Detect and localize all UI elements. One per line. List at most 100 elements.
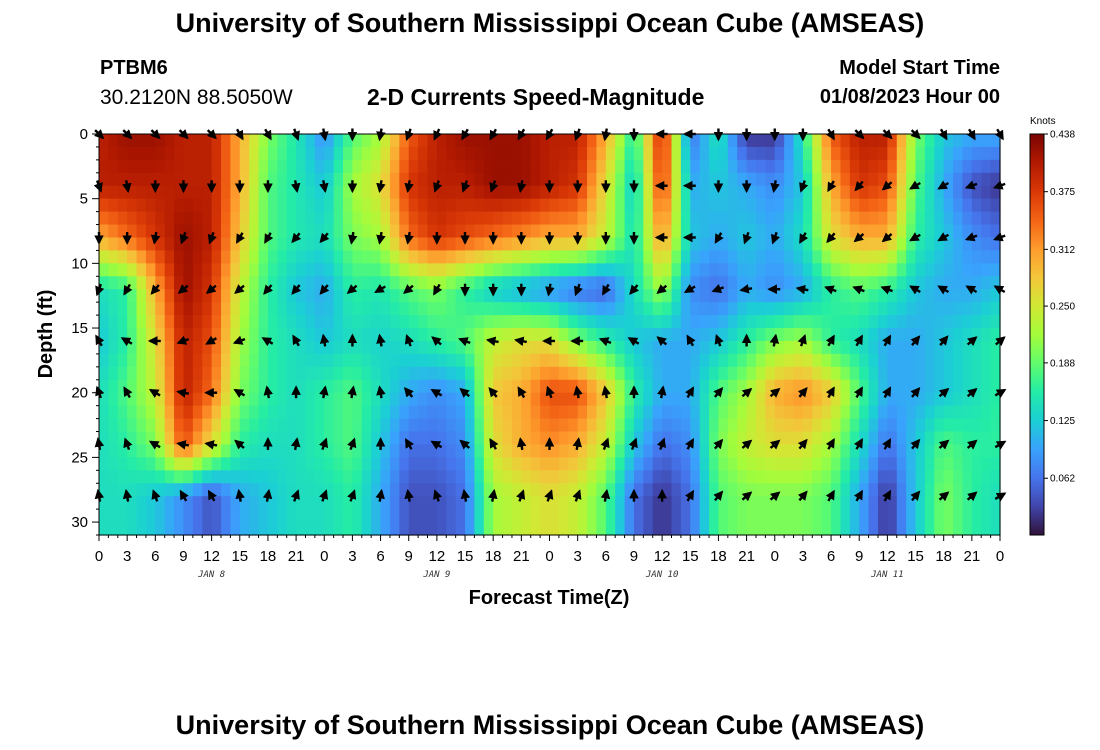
heatmap-cell xyxy=(943,522,954,536)
heatmap-cell xyxy=(934,418,945,433)
heatmap-cell xyxy=(99,418,109,433)
heatmap-cell xyxy=(990,509,1001,523)
heatmap-cell xyxy=(605,185,616,200)
heatmap-cell xyxy=(324,522,335,536)
heatmap-cell xyxy=(680,289,691,303)
heatmap-cell xyxy=(558,198,569,213)
heatmap-cell xyxy=(943,509,954,523)
heatmap-cell xyxy=(155,431,166,446)
heatmap-cell xyxy=(690,289,701,303)
heatmap-cell xyxy=(455,444,466,458)
heatmap-cell xyxy=(174,224,185,239)
heatmap-cell xyxy=(127,431,138,446)
heatmap-cell xyxy=(915,444,926,458)
heatmap-cell xyxy=(277,496,288,510)
heatmap-cell xyxy=(455,211,466,226)
heatmap-cell xyxy=(305,134,316,148)
current-vector-arrow xyxy=(489,438,499,450)
heatmap-cell xyxy=(709,146,720,161)
heatmap-cell xyxy=(821,431,832,446)
heatmap-cell xyxy=(765,340,776,355)
heatmap-cell xyxy=(690,263,701,277)
heatmap-cell xyxy=(324,418,335,433)
heatmap-cell xyxy=(446,379,457,394)
heatmap-cell xyxy=(155,483,166,497)
heatmap-cell xyxy=(624,224,635,239)
heatmap-cell xyxy=(314,353,325,368)
heatmap-cell xyxy=(361,457,372,471)
heatmap-cell xyxy=(558,509,569,523)
current-vector-arrow xyxy=(148,440,161,450)
heatmap-cell xyxy=(436,211,447,226)
heatmap-cell xyxy=(399,483,410,497)
heatmap-cell xyxy=(953,470,964,484)
heatmap-cell xyxy=(596,134,607,148)
heatmap-cell xyxy=(831,328,842,342)
heatmap-cell xyxy=(737,366,748,381)
x-tick-label: 6 xyxy=(602,548,610,565)
heatmap-cell xyxy=(474,211,485,226)
heatmap-cell xyxy=(671,353,682,368)
heatmap-cell xyxy=(408,418,419,433)
heatmap-cell xyxy=(446,418,457,433)
heatmap-cell xyxy=(652,353,663,368)
heatmap-cell xyxy=(530,509,541,523)
heatmap-cell xyxy=(671,263,682,277)
heatmap-cell xyxy=(943,146,954,161)
heatmap-cell xyxy=(587,315,598,329)
heatmap-cell xyxy=(145,263,156,277)
heatmap-cell xyxy=(727,146,738,161)
current-vector-arrow xyxy=(234,439,245,450)
heatmap-cell xyxy=(737,522,748,536)
x-tick-label: 6 xyxy=(376,548,384,565)
heatmap-cell xyxy=(436,522,447,536)
heatmap-cell xyxy=(99,172,109,187)
heatmap-cell xyxy=(690,509,701,523)
heatmap-cell xyxy=(174,431,185,446)
heatmap-cell xyxy=(192,522,203,536)
heatmap-cell xyxy=(934,353,945,368)
heatmap-cell xyxy=(324,328,335,342)
heatmap-cell xyxy=(887,496,898,510)
heatmap-cell xyxy=(389,470,400,484)
heatmap-cell xyxy=(136,522,147,536)
heatmap-cell xyxy=(145,302,156,316)
heatmap-cell xyxy=(493,134,504,148)
colorbar-unit: Knots xyxy=(1030,116,1056,127)
heatmap-cell xyxy=(915,224,926,239)
heatmap-cell xyxy=(906,340,917,355)
heatmap-cell xyxy=(596,418,607,433)
heatmap-cell xyxy=(615,134,626,148)
heatmap-cell xyxy=(765,263,776,277)
heatmap-cell xyxy=(821,483,832,497)
heatmap-cell xyxy=(596,198,607,213)
heatmap-cell xyxy=(230,146,241,161)
heatmap-cell xyxy=(662,366,673,381)
heatmap-cell xyxy=(389,289,400,303)
heatmap-cell xyxy=(211,522,222,536)
heatmap-cell xyxy=(887,353,898,368)
heatmap-cell xyxy=(774,470,785,484)
heatmap-cell xyxy=(399,289,410,303)
heatmap-cell xyxy=(352,146,363,161)
heatmap-cell xyxy=(755,146,766,161)
heatmap-cell xyxy=(258,276,269,290)
current-vector-arrow xyxy=(319,284,330,295)
current-vector-arrow xyxy=(685,438,695,450)
current-vector-arrow xyxy=(910,335,921,346)
heatmap-cell xyxy=(474,457,485,471)
heatmap-cell xyxy=(99,315,109,329)
heatmap-cell xyxy=(934,431,945,446)
heatmap-cell xyxy=(784,470,795,484)
heatmap-cell xyxy=(962,134,973,148)
heatmap-cell xyxy=(596,146,607,161)
heatmap-cell xyxy=(483,315,494,329)
heatmap-cell xyxy=(840,483,851,497)
heatmap-cell xyxy=(615,185,626,200)
heatmap-cell xyxy=(502,366,513,381)
heatmap-cell xyxy=(605,457,616,471)
heatmap-cell xyxy=(127,509,138,523)
heatmap-cell xyxy=(99,302,109,316)
heatmap-cell xyxy=(802,457,813,471)
heatmap-cell xyxy=(971,134,982,148)
